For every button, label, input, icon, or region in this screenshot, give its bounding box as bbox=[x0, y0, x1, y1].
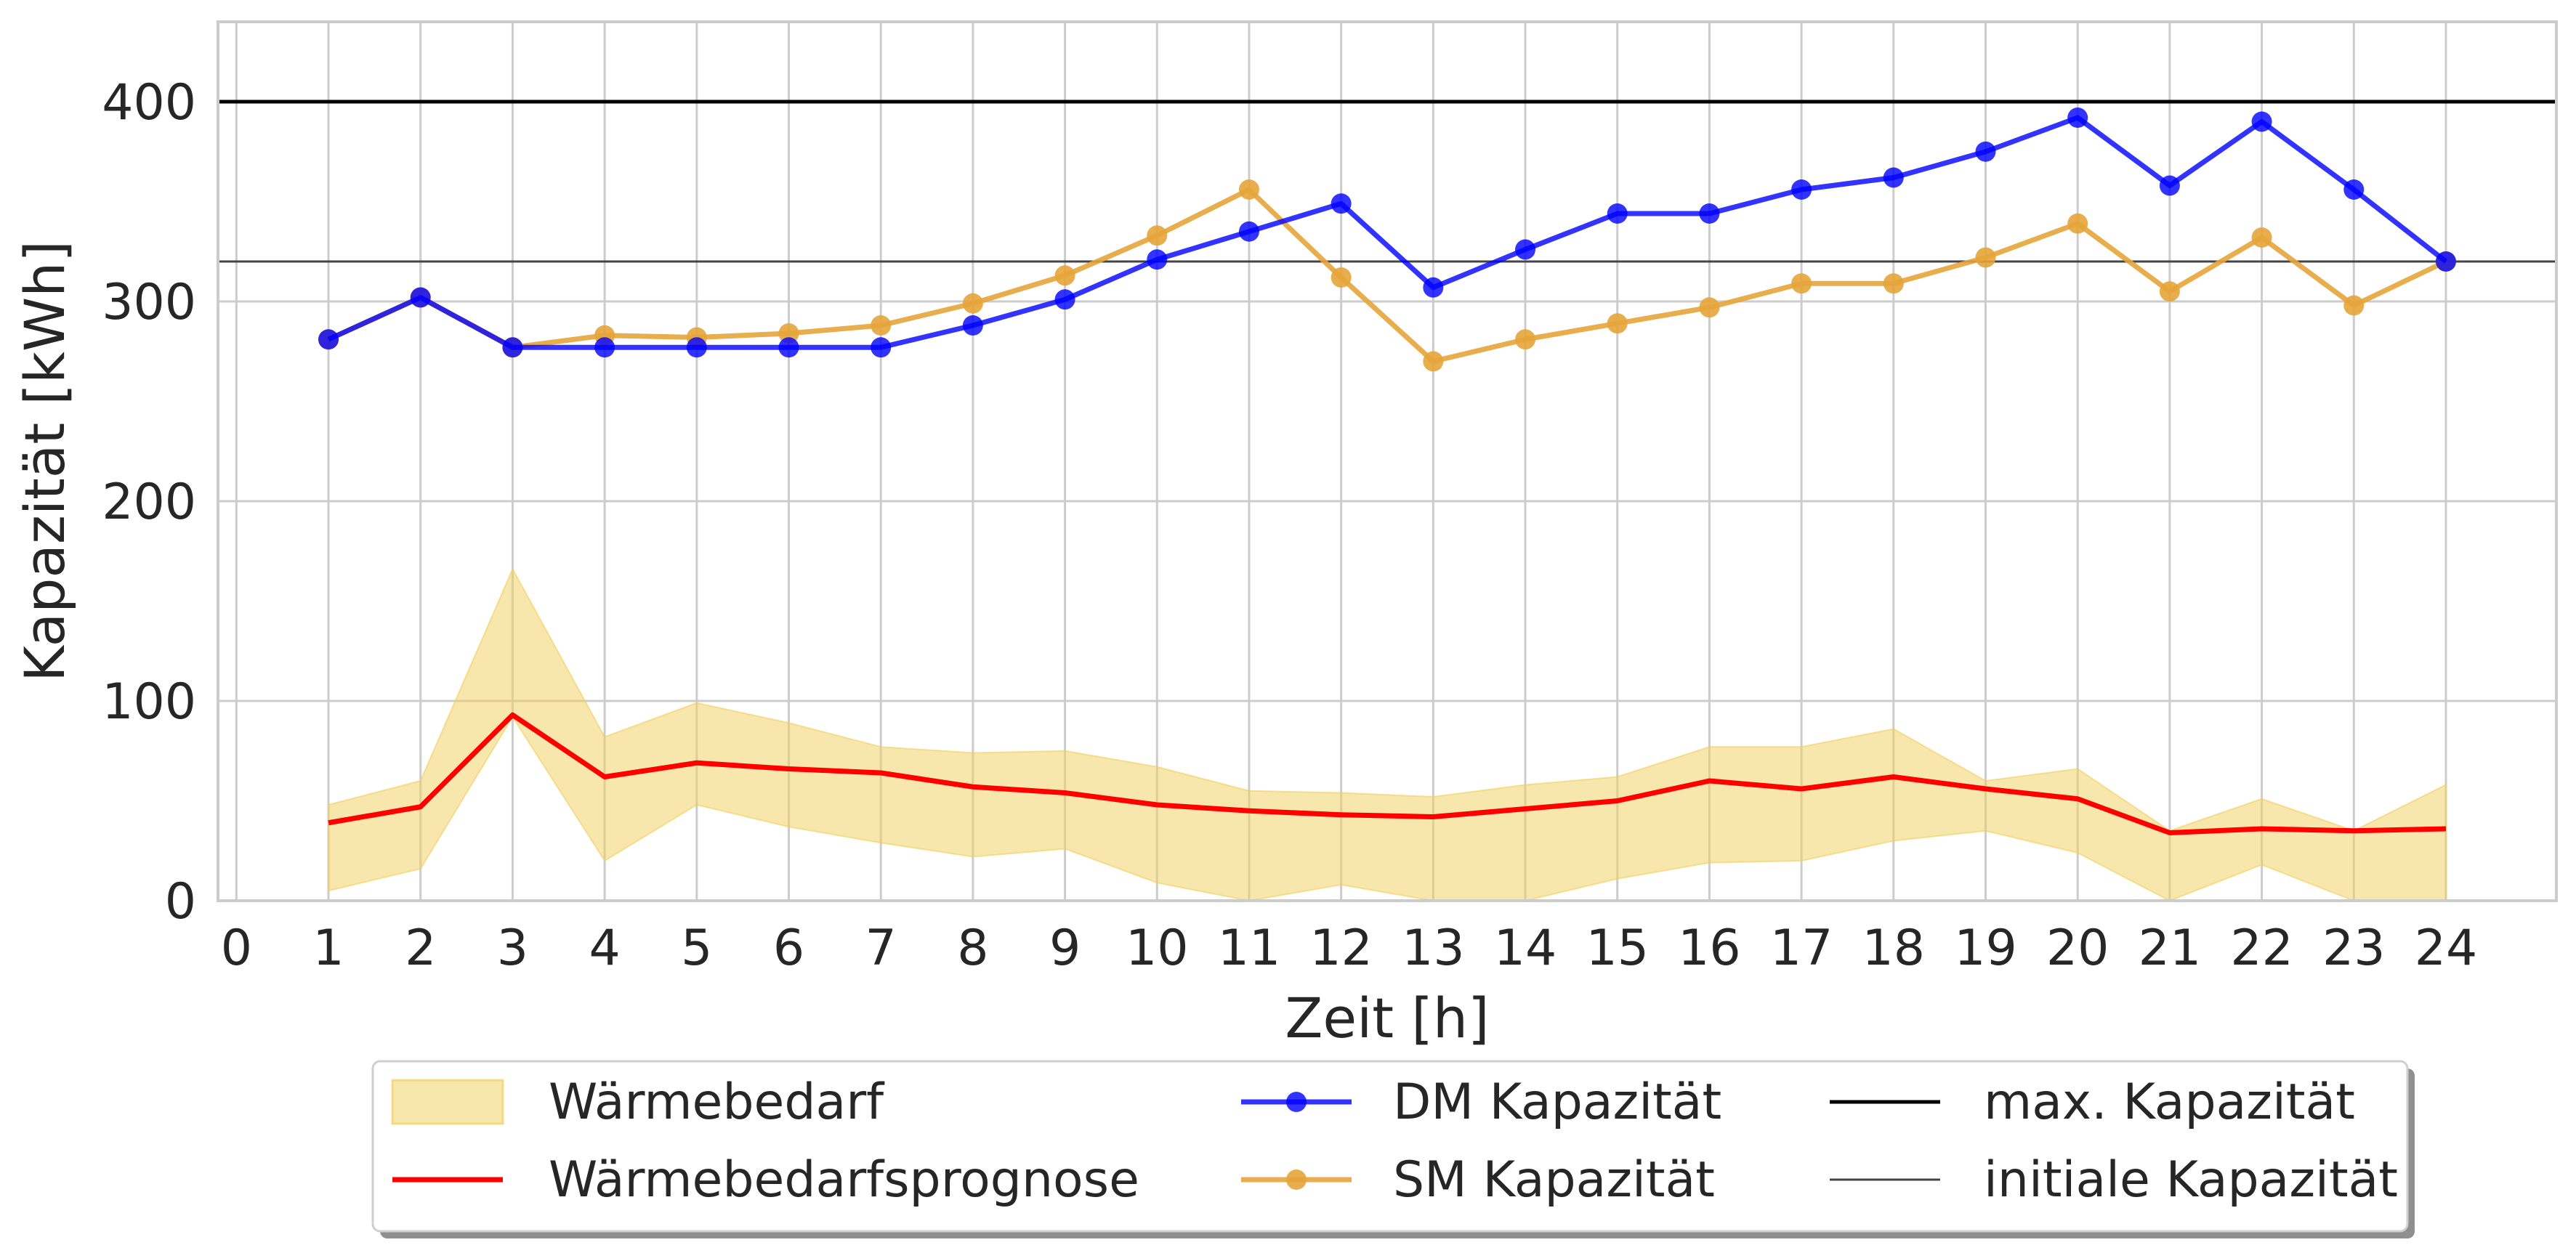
point-sm-kapazitaet bbox=[2159, 281, 2180, 302]
x-tick-label: 9 bbox=[1049, 920, 1081, 977]
point-dm-kapazitaet bbox=[410, 287, 431, 308]
point-dm-kapazitaet bbox=[1054, 289, 1075, 310]
x-tick-label: 4 bbox=[589, 920, 620, 977]
x-tick-label: 11 bbox=[1218, 920, 1281, 977]
x-tick-label: 2 bbox=[405, 920, 436, 977]
legend-label-waermebedarfsprognose: Wärmebedarfsprognose bbox=[549, 1151, 1139, 1209]
point-dm-kapazitaet bbox=[1423, 277, 1444, 298]
point-dm-kapazitaet bbox=[1607, 203, 1628, 224]
point-dm-kapazitaet bbox=[594, 337, 615, 358]
gridlines bbox=[218, 22, 2556, 902]
x-tick-label: 13 bbox=[1402, 920, 1465, 977]
series-line-sm-kapazitaet bbox=[327, 187, 2447, 364]
point-dm-kapazitaet bbox=[318, 329, 339, 350]
point-sm-kapazitaet bbox=[1423, 351, 1444, 372]
point-dm-kapazitaet bbox=[2159, 175, 2180, 196]
x-tick-label: 1 bbox=[312, 920, 344, 977]
point-dm-kapazitaet bbox=[1147, 249, 1168, 270]
y-tick-label: 0 bbox=[165, 873, 196, 930]
series-line-waermebedarfsprognose bbox=[328, 712, 2447, 835]
x-tick-label: 21 bbox=[2139, 920, 2202, 977]
point-dm-kapazitaet bbox=[502, 337, 523, 358]
point-dm-kapazitaet bbox=[1331, 193, 1352, 214]
legend-label-initiale-kapazitaet: initiale Kapazität bbox=[1984, 1151, 2398, 1209]
y-tick-label: 300 bbox=[102, 274, 196, 331]
y-tick-label: 400 bbox=[102, 74, 196, 131]
legend-marker-sm-kapazitaet bbox=[1286, 1169, 1307, 1190]
legend: Wärmebedarf Wärmebedarfsprognose DM Kapa… bbox=[371, 1060, 2415, 1238]
x-tick-label: 20 bbox=[2046, 920, 2109, 977]
x-tick-label: 0 bbox=[221, 920, 252, 977]
x-tick-label: 8 bbox=[957, 920, 988, 977]
x-tick-label: 18 bbox=[1862, 920, 1926, 977]
point-dm-kapazitaet bbox=[1238, 221, 1259, 242]
point-dm-kapazitaet bbox=[1883, 167, 1904, 188]
point-dm-kapazitaet bbox=[686, 337, 707, 358]
point-dm-kapazitaet bbox=[871, 337, 892, 358]
x-tick-label: 19 bbox=[1954, 920, 2017, 977]
point-sm-kapazitaet bbox=[1607, 313, 1628, 334]
legend-label-max-kapazitaet: max. Kapazität bbox=[1984, 1074, 2355, 1131]
point-sm-kapazitaet bbox=[1054, 265, 1075, 286]
x-tick-label: 24 bbox=[2415, 920, 2478, 977]
series-line-dm-kapazitaet bbox=[327, 115, 2448, 350]
point-dm-kapazitaet bbox=[1791, 179, 1812, 200]
point-sm-kapazitaet bbox=[1238, 179, 1259, 200]
point-dm-kapazitaet bbox=[1975, 141, 1996, 162]
point-sm-kapazitaet bbox=[871, 315, 892, 336]
point-dm-kapazitaet bbox=[962, 315, 983, 336]
point-sm-kapazitaet bbox=[778, 323, 799, 344]
x-tick-label: 23 bbox=[2322, 920, 2386, 977]
hline-layer bbox=[218, 100, 2556, 263]
point-dm-kapazitaet bbox=[1515, 239, 1536, 260]
point-sm-kapazitaet bbox=[1147, 225, 1168, 246]
x-axis-label: Zeit [h] bbox=[1285, 986, 1489, 1050]
point-sm-kapazitaet bbox=[1975, 247, 1996, 268]
point-sm-kapazitaet bbox=[1791, 273, 1812, 294]
x-tick-label: 3 bbox=[497, 920, 528, 977]
x-tick-label: 17 bbox=[1770, 920, 1833, 977]
band-layer bbox=[328, 567, 2447, 902]
x-tick-label: 10 bbox=[1126, 920, 1189, 977]
point-sm-kapazitaet bbox=[1883, 273, 1904, 294]
y-axis-label: Kapazität [kWh] bbox=[12, 240, 77, 682]
point-sm-kapazitaet bbox=[2067, 213, 2088, 234]
x-tick-label: 16 bbox=[1678, 920, 1741, 977]
legend-swatch-waermebedarf bbox=[391, 1079, 504, 1125]
plot-frame bbox=[217, 20, 2558, 902]
y-tick-labels: 0 100 200 300 400 bbox=[102, 74, 196, 930]
legend-label-sm-kapazitaet: SM Kapazität bbox=[1393, 1151, 1715, 1209]
legend-label-waermebedarf: Wärmebedarf bbox=[549, 1074, 885, 1131]
x-tick-label: 12 bbox=[1309, 920, 1373, 977]
band-waermebedarf bbox=[328, 567, 2447, 902]
point-dm-kapazitaet bbox=[778, 337, 799, 358]
y-tick-label: 200 bbox=[102, 474, 196, 531]
y-tick-label: 100 bbox=[102, 673, 196, 731]
x-tick-label: 5 bbox=[681, 920, 712, 977]
series-layer bbox=[318, 108, 2456, 835]
point-sm-kapazitaet bbox=[1331, 267, 1352, 288]
x-tick-label: 15 bbox=[1586, 920, 1649, 977]
point-dm-kapazitaet bbox=[2343, 179, 2365, 200]
x-tick-label: 14 bbox=[1494, 920, 1557, 977]
x-tick-label: 6 bbox=[773, 920, 804, 977]
point-dm-kapazitaet bbox=[1699, 203, 1720, 224]
x-tick-label: 22 bbox=[2230, 920, 2293, 977]
x-tick-label: 7 bbox=[865, 920, 897, 977]
point-sm-kapazitaet bbox=[1515, 329, 1536, 350]
point-dm-kapazitaet bbox=[2067, 108, 2088, 128]
legend-label-dm-kapazitaet: DM Kapazität bbox=[1393, 1074, 1721, 1131]
point-sm-kapazitaet bbox=[2251, 227, 2272, 248]
x-tick-labels: 0 1 2 3 4 5 6 7 8 9 10 11 12 13 14 15 16 17 18 19 20 21 22 23 24 bbox=[221, 920, 2478, 977]
point-sm-kapazitaet bbox=[962, 293, 983, 314]
point-dm-kapazitaet bbox=[2251, 111, 2272, 132]
point-sm-kapazitaet bbox=[1699, 297, 1720, 318]
point-sm-kapazitaet bbox=[2343, 295, 2365, 316]
point-dm-kapazitaet bbox=[2435, 251, 2456, 272]
legend-marker-dm-kapazitaet bbox=[1286, 1092, 1307, 1112]
